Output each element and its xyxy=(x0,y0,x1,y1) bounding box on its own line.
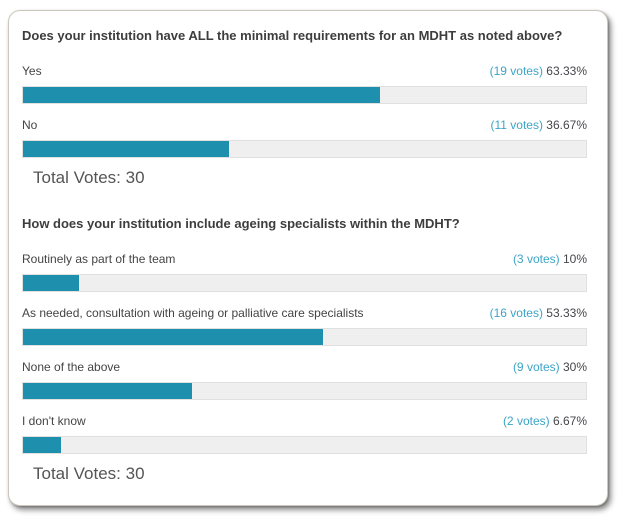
answer-row: Routinely as part of the team (3 votes) 1… xyxy=(22,252,587,266)
poll-question: Does your institution have ALL the minim… xyxy=(22,28,563,43)
poll-block: How does your institution include ageing… xyxy=(22,216,587,484)
answer-result: (3 votes) 10% xyxy=(513,252,587,266)
poll-list: Does your institution have ALL the minim… xyxy=(22,28,587,484)
result-bar-track xyxy=(22,140,587,158)
result-bar-fill xyxy=(23,275,80,291)
result-bar-fill xyxy=(23,141,230,157)
percent-value: 36.67% xyxy=(546,118,587,132)
votes-count: (19 votes) xyxy=(489,64,543,78)
total-votes: Total Votes: 30 xyxy=(33,464,145,483)
answer-label: Routinely as part of the team xyxy=(22,252,176,266)
answer-label: No xyxy=(22,118,38,132)
answer-row: None of the above (9 votes) 30% xyxy=(22,360,587,374)
result-bar-track xyxy=(22,328,587,346)
votes-count: (11 votes) xyxy=(490,118,543,132)
percent-value: 53.33% xyxy=(546,306,587,320)
result-bar-fill xyxy=(23,437,61,453)
percent-value: 10% xyxy=(562,252,587,266)
total-votes: Total Votes: 30 xyxy=(33,168,145,187)
result-bar-fill xyxy=(23,383,192,399)
poll-results-card: Does your institution have ALL the minim… xyxy=(8,10,608,506)
answer-result: (19 votes) 63.33% xyxy=(490,64,587,78)
answer-row: Yes (19 votes) 63.33% xyxy=(22,64,587,78)
result-bar-track xyxy=(22,86,587,104)
votes-count: (16 votes) xyxy=(489,306,543,320)
percent-value: 6.67% xyxy=(552,414,587,428)
percent-value: 30% xyxy=(562,360,587,374)
percent-value: 63.33% xyxy=(546,64,587,78)
answer-label: None of the above xyxy=(22,360,121,374)
result-bar-fill xyxy=(23,87,380,103)
votes-count: (9 votes) xyxy=(512,360,560,374)
answer-result: (2 votes) 6.67% xyxy=(503,414,587,428)
answer-label: As needed, consultation with ageing or p… xyxy=(22,306,364,320)
result-bar-track xyxy=(22,382,587,400)
answer-label: I don't know xyxy=(22,414,86,428)
votes-count: (3 votes) xyxy=(512,252,560,266)
result-bar-track xyxy=(22,274,587,292)
poll-block: Does your institution have ALL the minim… xyxy=(22,28,587,188)
votes-count: (2 votes) xyxy=(502,414,550,428)
answer-row: No (11 votes) 36.67% xyxy=(22,118,587,132)
answer-row: I don't know (2 votes) 6.67% xyxy=(22,414,587,428)
answer-label: Yes xyxy=(22,64,42,78)
answer-result: (11 votes) 36.67% xyxy=(490,118,587,132)
answer-row: As needed, consultation with ageing or p… xyxy=(22,306,587,320)
result-bar-fill xyxy=(23,329,324,345)
poll-question: How does your institution include ageing… xyxy=(22,216,460,231)
result-bar-track xyxy=(22,436,587,454)
answer-result: (16 votes) 53.33% xyxy=(490,306,587,320)
answer-result: (9 votes) 30% xyxy=(513,360,587,374)
